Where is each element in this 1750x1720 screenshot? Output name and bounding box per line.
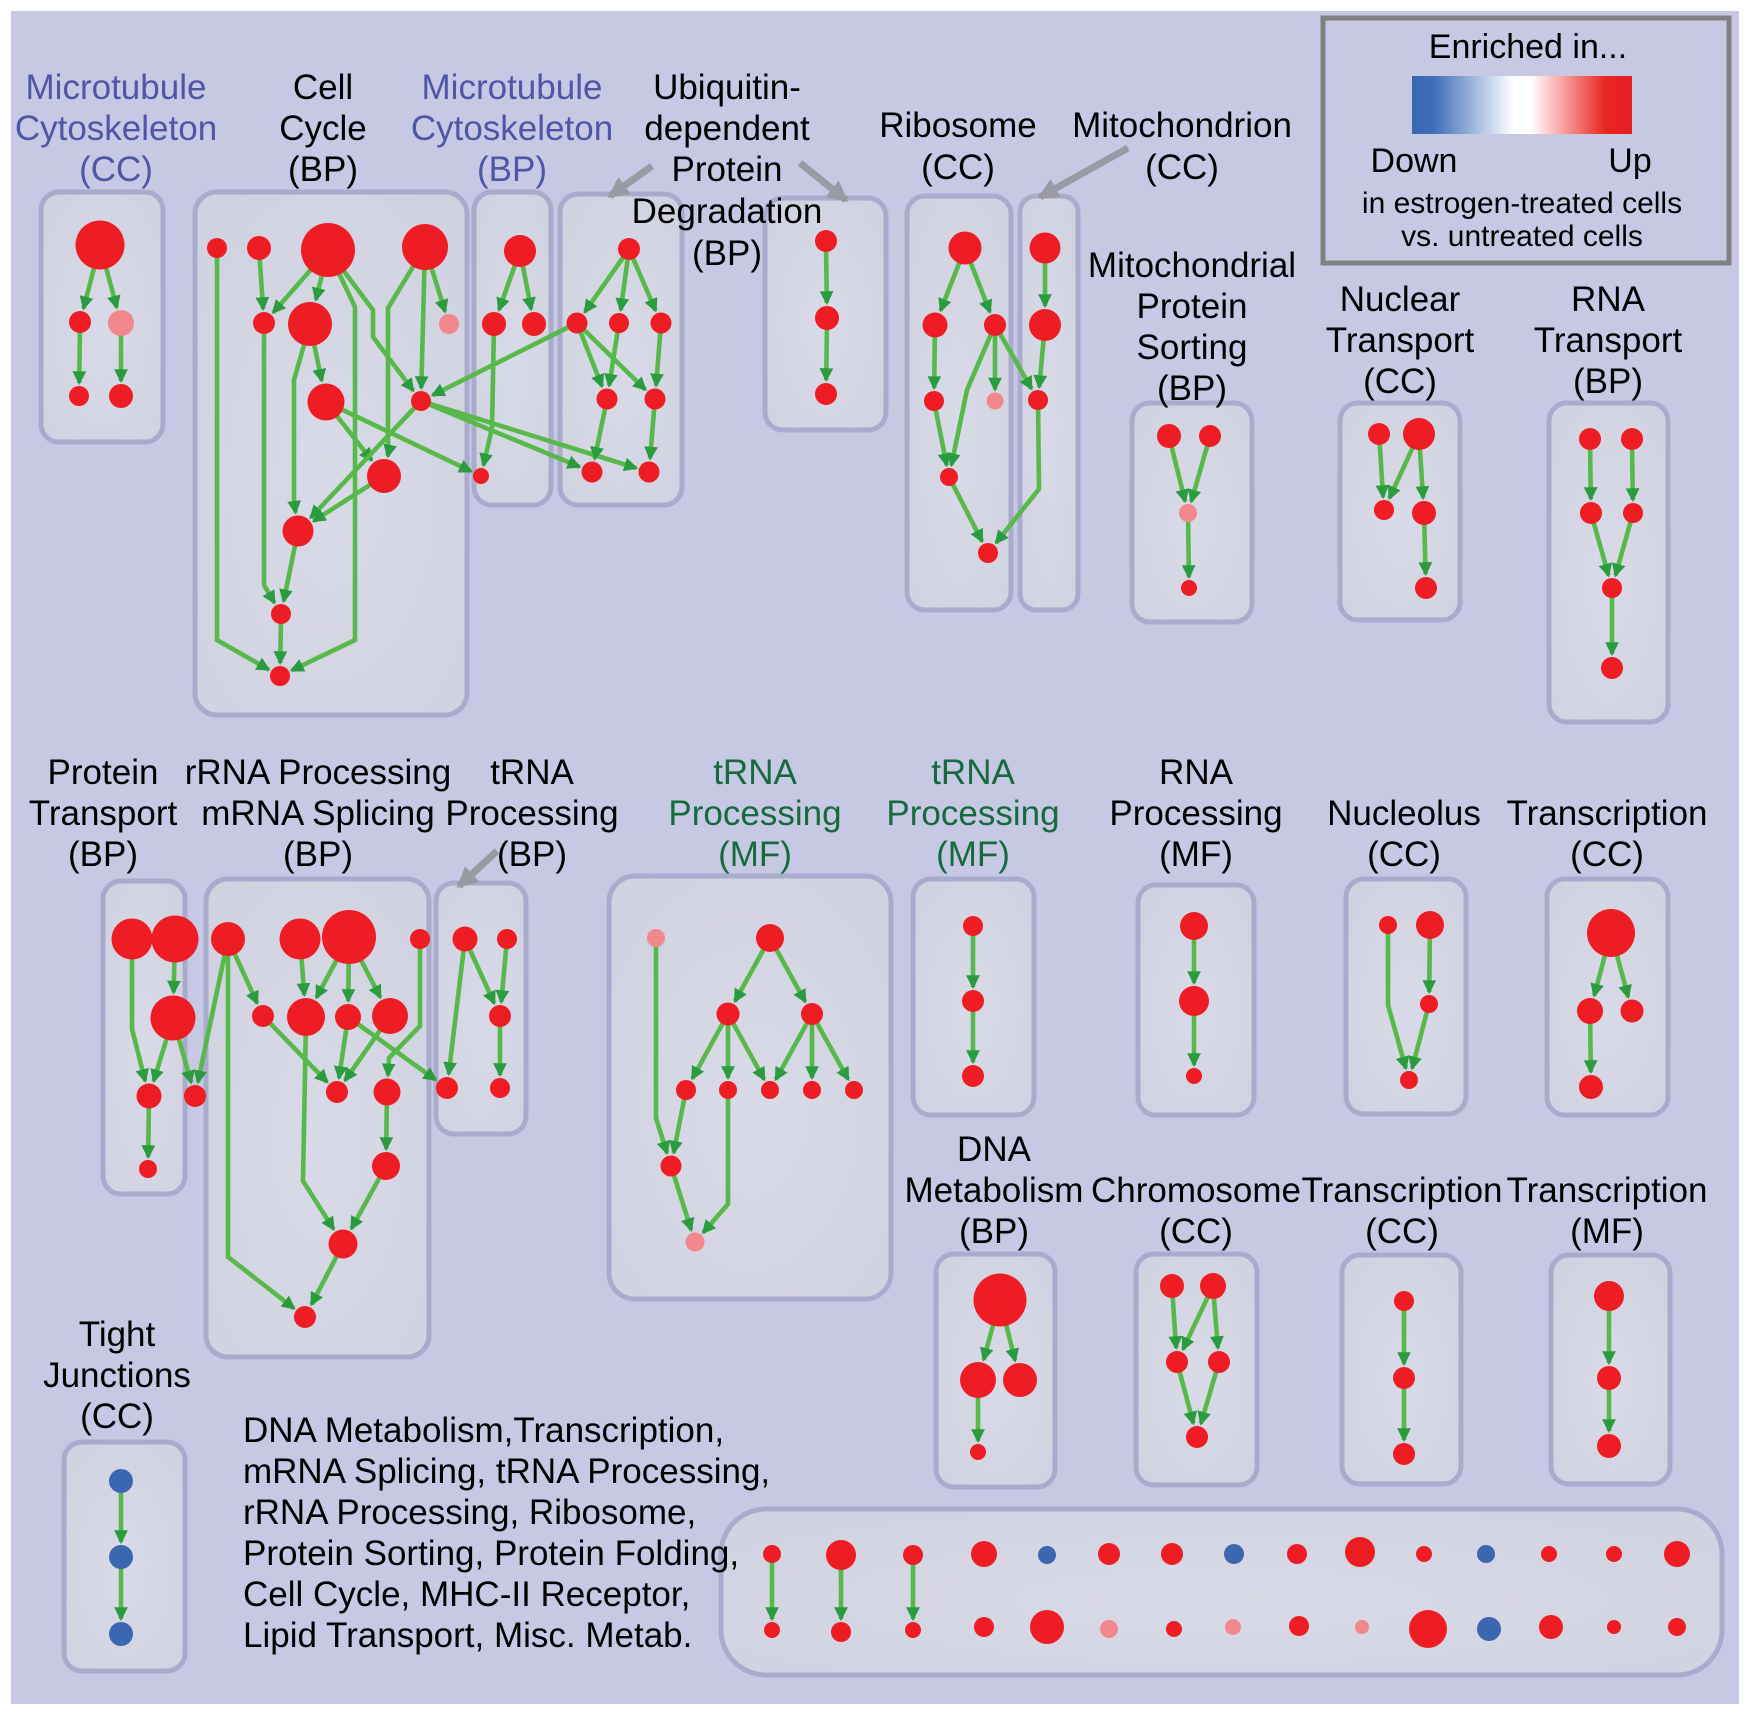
svg-text:Sorting: Sorting xyxy=(1137,328,1248,367)
svg-text:Up: Up xyxy=(1608,142,1651,180)
svg-text:Protein: Protein xyxy=(1137,287,1248,326)
svg-text:Nucleolus: Nucleolus xyxy=(1327,794,1481,833)
svg-text:in estrogen-treated cells: in estrogen-treated cells xyxy=(1362,187,1682,220)
svg-text:rRNA Processing, Ribosome,: rRNA Processing, Ribosome, xyxy=(243,1493,696,1532)
svg-text:Processing: Processing xyxy=(886,794,1059,833)
svg-text:Transport: Transport xyxy=(1534,321,1683,360)
svg-text:Ubiquitin-: Ubiquitin- xyxy=(653,68,801,107)
svg-text:Chromosome: Chromosome xyxy=(1091,1171,1301,1210)
svg-text:Microtubule: Microtubule xyxy=(26,68,207,107)
svg-text:mRNA Splicing: mRNA Splicing xyxy=(201,794,434,833)
svg-text:(MF): (MF) xyxy=(1159,835,1233,874)
svg-text:Tight: Tight xyxy=(79,1315,156,1354)
svg-text:Cytoskeleton: Cytoskeleton xyxy=(15,109,217,148)
svg-text:(CC): (CC) xyxy=(80,1397,154,1436)
svg-text:Down: Down xyxy=(1371,142,1458,180)
svg-text:(CC): (CC) xyxy=(1145,148,1219,187)
svg-text:RNA: RNA xyxy=(1159,753,1234,792)
svg-text:Junctions: Junctions xyxy=(43,1356,191,1395)
svg-text:Microtubule: Microtubule xyxy=(422,68,603,107)
svg-text:(CC): (CC) xyxy=(1363,362,1437,401)
svg-text:Transport: Transport xyxy=(1326,321,1475,360)
svg-text:tRNA: tRNA xyxy=(490,753,574,792)
svg-text:(BP): (BP) xyxy=(692,234,762,273)
svg-text:(CC): (CC) xyxy=(79,150,153,189)
svg-text:(BP): (BP) xyxy=(497,835,567,874)
svg-text:Cycle: Cycle xyxy=(279,109,367,148)
svg-text:(BP): (BP) xyxy=(68,835,138,874)
svg-text:(CC): (CC) xyxy=(1570,835,1644,874)
svg-text:(CC): (CC) xyxy=(1365,1212,1439,1251)
svg-text:(CC): (CC) xyxy=(921,148,995,187)
svg-text:Protein: Protein xyxy=(672,150,783,189)
svg-text:(BP): (BP) xyxy=(1573,362,1643,401)
svg-text:Cell: Cell xyxy=(293,68,353,107)
svg-text:(CC): (CC) xyxy=(1367,835,1441,874)
svg-text:Lipid Transport, Misc. Metab.: Lipid Transport, Misc. Metab. xyxy=(243,1616,692,1655)
svg-text:Processing: Processing xyxy=(668,794,841,833)
svg-text:(MF): (MF) xyxy=(718,835,792,874)
svg-text:Nuclear: Nuclear xyxy=(1340,280,1461,319)
svg-text:Enriched in...: Enriched in... xyxy=(1429,28,1627,66)
svg-text:Cytoskeleton: Cytoskeleton xyxy=(411,109,613,148)
svg-text:vs. untreated cells: vs. untreated cells xyxy=(1401,220,1643,253)
svg-text:Mitochondrion: Mitochondrion xyxy=(1072,106,1292,145)
svg-text:(CC): (CC) xyxy=(1159,1212,1233,1251)
svg-text:Processing: Processing xyxy=(1109,794,1282,833)
svg-text:(BP): (BP) xyxy=(477,150,547,189)
svg-text:(BP): (BP) xyxy=(1157,369,1227,408)
svg-text:(BP): (BP) xyxy=(283,835,353,874)
svg-text:Degradation: Degradation xyxy=(632,192,823,231)
svg-text:tRNA: tRNA xyxy=(713,753,797,792)
svg-text:dependent: dependent xyxy=(644,109,810,148)
svg-text:Processing: Processing xyxy=(445,794,618,833)
svg-text:Transcription: Transcription xyxy=(1302,1171,1503,1210)
svg-text:Mitochondrial: Mitochondrial xyxy=(1088,246,1296,285)
svg-text:(MF): (MF) xyxy=(1570,1212,1644,1251)
svg-text:(BP): (BP) xyxy=(959,1212,1029,1251)
svg-text:Metabolism: Metabolism xyxy=(905,1171,1084,1210)
svg-text:rRNA Processing: rRNA Processing xyxy=(185,753,451,792)
svg-text:Transcription: Transcription xyxy=(1507,794,1708,833)
svg-text:(MF): (MF) xyxy=(936,835,1010,874)
svg-text:DNA Metabolism,Transcription,: DNA Metabolism,Transcription, xyxy=(243,1411,724,1450)
svg-text:mRNA Splicing, tRNA Processing: mRNA Splicing, tRNA Processing, xyxy=(243,1452,770,1491)
svg-text:RNA: RNA xyxy=(1571,280,1646,319)
svg-text:Transport: Transport xyxy=(29,794,178,833)
svg-text:Cell Cycle, MHC-II Receptor,: Cell Cycle, MHC-II Receptor, xyxy=(243,1575,690,1614)
svg-text:Ribosome: Ribosome xyxy=(879,106,1037,145)
svg-text:Protein: Protein xyxy=(48,753,159,792)
svg-text:DNA: DNA xyxy=(957,1130,1032,1169)
svg-text:(BP): (BP) xyxy=(288,150,358,189)
svg-text:tRNA: tRNA xyxy=(931,753,1015,792)
svg-text:Protein Sorting, Protein Foldi: Protein Sorting, Protein Folding, xyxy=(243,1534,739,1573)
svg-text:Transcription: Transcription xyxy=(1507,1171,1708,1210)
